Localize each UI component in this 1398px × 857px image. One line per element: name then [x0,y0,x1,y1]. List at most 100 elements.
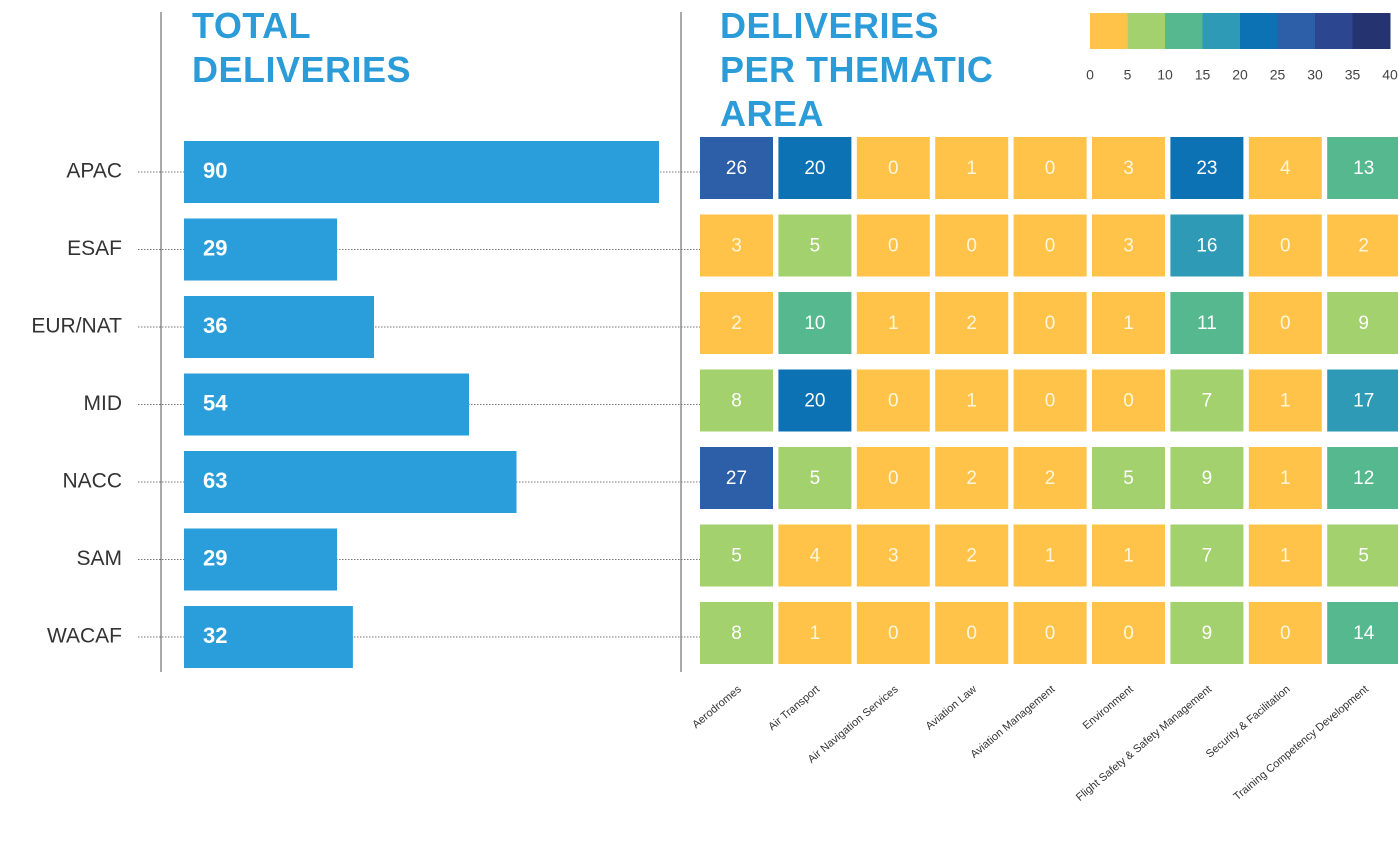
heatmap-cell [1092,524,1165,587]
heatmap-cell [935,602,1009,664]
cell-label: 0 [966,623,977,644]
bar [184,141,659,203]
cell-label: 27 [726,468,747,489]
cell-label: 1 [1123,313,1134,334]
legend-tick-label: 35 [1345,67,1361,83]
heatmap-cell [1327,447,1398,509]
y-tick-label: NACC [62,470,122,493]
heatmap-title: DELIVERIES PER THEMATIC AREA [720,5,994,134]
cell-label: 2 [966,546,977,567]
data-label: 32 [203,623,227,648]
heatmap-cell [1013,369,1087,432]
legend-swatch [1315,13,1353,49]
cell-label: 1 [1280,546,1291,567]
cell-label: 5 [810,468,821,489]
cell-label: 23 [1196,158,1217,179]
cell-label: 10 [804,313,825,334]
cell-label: 20 [804,158,825,179]
heatmap-cell [1092,292,1165,354]
cell-label: 7 [1202,546,1213,567]
cell-label: 0 [888,623,899,644]
legend-tick-label: 0 [1086,67,1094,83]
data-label: 29 [203,545,227,570]
heatmap-cell [1170,369,1244,432]
data-label: 29 [203,235,227,260]
heatmap-cell [1092,214,1165,277]
heatmap-cell [856,369,930,432]
legend-tick-label: 25 [1270,67,1286,83]
bar [184,373,469,436]
cell-label: 17 [1353,391,1374,412]
cell-label: 1 [1123,546,1134,567]
legend-tick-label: 5 [1124,67,1132,83]
heatmap-cell [1248,137,1322,199]
cell-label: 1 [1280,468,1291,489]
heatmap-cell [1327,369,1398,432]
heatmap-cell [1170,137,1244,199]
legend-tick-label: 30 [1307,67,1323,83]
x-tick-label: Flight Safety & Safety Management [1074,683,1214,803]
cell-label: 3 [888,546,899,567]
cell-label: 0 [1045,313,1056,334]
legend-swatch [1127,13,1166,49]
heatmap-cell [778,292,852,354]
cell-label: 3 [731,236,742,257]
cell-label: 0 [888,391,899,412]
heatmap-cell [1170,292,1244,354]
cell-label: 2 [966,313,977,334]
cell-label: 0 [1045,623,1056,644]
cell-label: 2 [966,468,977,489]
cell-label: 1 [810,623,821,644]
cell-label: 3 [1123,158,1134,179]
heatmap-cell [935,447,1009,509]
heatmap-cell [778,137,852,199]
heatmap-cell [1013,137,1087,199]
heatmap-cell [1327,524,1398,587]
heatmap-cell [1092,369,1165,432]
x-tick-label: Aerodromes [690,683,744,731]
heatmap-cell [1013,447,1087,509]
legend-tick-label: 15 [1195,67,1211,83]
x-tick-label: Environment [1081,683,1136,732]
cell-label: 0 [966,236,977,257]
cell-label: 5 [1123,468,1134,489]
bar [184,451,517,513]
heatmap-cell [778,214,852,277]
cell-label: 0 [1045,391,1056,412]
heatmap-cell [935,214,1009,277]
legend-swatch [1202,13,1241,49]
cell-label: 14 [1353,623,1375,644]
cell-label: 4 [810,546,821,567]
heatmap-cell [1170,602,1244,664]
cell-label: 0 [1123,623,1134,644]
bar [184,296,374,358]
heatmap-cell [935,524,1009,587]
heatmap-cell [1327,292,1398,354]
heatmap-cell [856,447,930,509]
cell-label: 1 [966,391,977,412]
cell-label: 0 [1045,236,1056,257]
heatmap-cell [935,369,1009,432]
heatmap-cell [700,602,773,664]
cell-label: 0 [888,158,899,179]
heatmap-cell [1092,602,1165,664]
y-tick-label: SAM [76,547,122,570]
legend-tick-label: 40 [1382,67,1398,83]
cell-label: 4 [1280,158,1291,179]
legend-swatch [1090,13,1128,49]
cell-label: 8 [731,391,742,412]
heatmap-cell [1248,369,1322,432]
heatmap-cell [935,292,1009,354]
data-label: 54 [203,390,228,415]
heatmap-cell [1013,292,1087,354]
heatmap-cell [1092,137,1165,199]
y-tick-label: EUR/NAT [31,315,122,338]
cell-label: 26 [726,158,747,179]
heatmap-cell [1170,447,1244,509]
cell-label: 20 [804,391,825,412]
cell-label: 2 [1358,236,1369,257]
heatmap-cell [935,137,1009,199]
heatmap-cell [700,369,773,432]
cell-label: 5 [731,546,742,567]
